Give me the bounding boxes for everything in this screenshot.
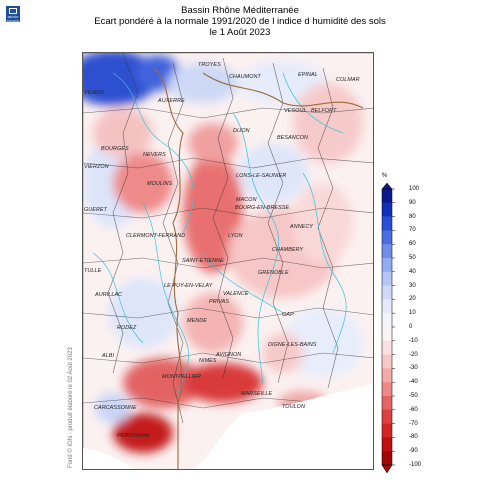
city-label: DIGNE-LES-BAINS bbox=[268, 342, 317, 348]
city-label: BOURG-EN-BRESSE bbox=[235, 205, 290, 211]
legend-color-step bbox=[382, 340, 392, 355]
legend-color-step bbox=[382, 230, 392, 245]
legend-arrow-bottom bbox=[381, 464, 393, 474]
copyright-note: Fond © IGN - produit élaboré le 02 Août … bbox=[68, 347, 74, 468]
city-label: GRENOBLE bbox=[258, 270, 289, 276]
city-label: CHAMBERY bbox=[272, 247, 304, 253]
city-label: LONS-LE-SAUNIER bbox=[236, 173, 287, 179]
legend-tick-label: 90 bbox=[409, 199, 416, 206]
city-label: TOULON bbox=[282, 404, 305, 410]
legend-tick-label: -100 bbox=[409, 462, 422, 468]
legend-tick-label: 60 bbox=[409, 241, 416, 248]
legend-tick-label: 50 bbox=[409, 255, 416, 261]
map-title-block: Bassin Rhône Méditerranée Ecart pondéré … bbox=[60, 5, 420, 38]
city-label: BOURGES bbox=[101, 146, 129, 152]
legend-color-step bbox=[382, 423, 392, 438]
city-label: CLERMONT-FERRAND bbox=[126, 233, 186, 239]
legend-unit: % bbox=[382, 173, 388, 179]
legend-color-step bbox=[382, 451, 392, 466]
city-label: VIERZON bbox=[84, 164, 109, 170]
soil-humidity-map bbox=[82, 52, 374, 470]
city-label: LE PUY-EN-VELAY bbox=[164, 283, 213, 289]
legend-color-step bbox=[382, 313, 392, 328]
legend-color-step bbox=[382, 354, 392, 369]
city-label: PERPIGNAN bbox=[117, 433, 150, 439]
city-label: SAINT-ETIENNE bbox=[182, 258, 224, 264]
legend-color-step bbox=[382, 437, 392, 452]
legend-tick-label: 0 bbox=[409, 324, 413, 330]
legend-color-step bbox=[382, 299, 392, 314]
legend-color-step bbox=[382, 285, 392, 300]
city-label: BESANCON bbox=[277, 135, 309, 141]
rivers bbox=[92, 72, 347, 394]
legend-tick-label: -50 bbox=[409, 393, 418, 399]
legend-tick-label: -30 bbox=[409, 365, 418, 372]
legend-tick-label: -10 bbox=[409, 337, 418, 344]
legend-color-step bbox=[382, 382, 392, 397]
title-line-2: Ecart pondéré à la normale 1991/2020 de … bbox=[94, 16, 386, 27]
title-line-3: le 1 Août 2023 bbox=[209, 27, 271, 38]
city-label: CARCASSONNE bbox=[94, 405, 137, 411]
legend-tick-label: 70 bbox=[409, 227, 416, 234]
city-label: ALBI bbox=[102, 353, 115, 359]
city-label: MACON bbox=[236, 197, 257, 203]
map-canvas bbox=[83, 53, 373, 469]
city-label: LYON bbox=[228, 233, 243, 239]
legend-tick-label: -80 bbox=[409, 434, 418, 441]
city-label: MOULINS bbox=[147, 181, 173, 187]
city-label: AVIGNON bbox=[216, 352, 242, 358]
legend-tick-label: 80 bbox=[409, 213, 416, 220]
city-label: DIJON bbox=[233, 128, 250, 134]
legend-tick-label: -70 bbox=[409, 420, 418, 427]
legend-tick-label: 100 bbox=[409, 186, 420, 192]
legend-color-step bbox=[382, 368, 392, 383]
legend-color-step bbox=[382, 202, 392, 217]
legend-tick-label: 30 bbox=[409, 282, 416, 289]
legend-tick-label: 40 bbox=[409, 268, 416, 275]
department-borders bbox=[83, 53, 373, 424]
legend-tick-label: -90 bbox=[409, 448, 418, 455]
city-label: NEVERS bbox=[143, 152, 166, 158]
meteo-france-logo: MÉTÉO FRANCE bbox=[6, 6, 20, 23]
city-label: MONTPELLIER bbox=[162, 374, 202, 380]
basin-boundary bbox=[152, 67, 184, 469]
city-label: ANNECY bbox=[290, 224, 314, 230]
city-label: MENDE bbox=[187, 318, 207, 324]
city-label: NIMES bbox=[199, 358, 217, 364]
legend-color-step bbox=[382, 396, 392, 411]
legend-tick-label: -20 bbox=[409, 351, 418, 358]
legend-color-step bbox=[382, 244, 392, 259]
legend-tick-label: -60 bbox=[409, 406, 418, 413]
city-label: VESOUL bbox=[284, 108, 307, 114]
city-label: GAP bbox=[282, 312, 294, 318]
city-label: RODEZ bbox=[117, 325, 137, 331]
city-label: VILANS bbox=[84, 90, 104, 96]
legend-color-step bbox=[382, 271, 392, 286]
legend-color-step bbox=[382, 258, 392, 273]
city-label: GUERET bbox=[84, 207, 108, 213]
city-label: AURILLAC bbox=[95, 292, 123, 298]
legend-arrow-top bbox=[381, 183, 393, 190]
legend-color-step bbox=[382, 409, 392, 424]
city-label: PRIVAS bbox=[209, 299, 230, 305]
legend-color-step bbox=[382, 216, 392, 231]
legend-tick-label: 10 bbox=[409, 310, 416, 317]
city-label: VALENCE bbox=[223, 291, 249, 297]
city-label: TROYES bbox=[198, 62, 221, 68]
legend-color-step bbox=[382, 189, 392, 204]
city-label: COLMAR bbox=[336, 77, 360, 83]
city-label: CHAUMONT bbox=[229, 74, 261, 80]
legend-tick-label: -40 bbox=[409, 379, 418, 386]
city-label: MARSEILLE bbox=[241, 391, 273, 397]
city-label: EPINAL bbox=[298, 72, 318, 78]
legend-color-step bbox=[382, 327, 392, 342]
city-label: TULLE bbox=[84, 268, 102, 274]
city-label: AUXERRE bbox=[158, 98, 185, 104]
city-label: BELFORT bbox=[311, 108, 337, 114]
title-line-1: Bassin Rhône Méditerranée bbox=[181, 5, 299, 16]
legend-tick-label: 20 bbox=[409, 296, 416, 303]
legend-colorbar bbox=[381, 183, 395, 474]
